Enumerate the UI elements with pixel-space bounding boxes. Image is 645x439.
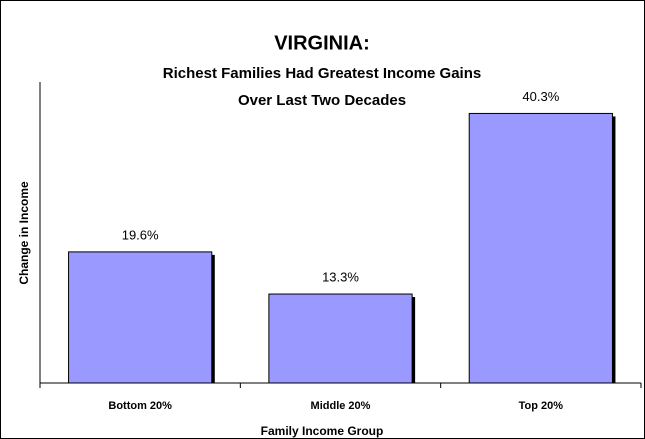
chart-subtitle: Over Last Two Decades [238, 92, 406, 109]
chart-subtitle: Richest Families Had Greatest Income Gai… [163, 65, 481, 82]
data-label: 40.3% [522, 89, 559, 104]
y-axis-label: Change in Income [17, 181, 31, 285]
x-tick-label: Middle 20% [311, 400, 371, 412]
x-tick-label: Bottom 20% [108, 400, 172, 412]
bar [68, 251, 213, 384]
x-axis-label: Family Income Group [261, 424, 384, 438]
x-tick-label: Top 20% [519, 400, 564, 412]
data-label: 19.6% [122, 227, 159, 242]
data-label: 13.3% [322, 269, 359, 284]
bar [468, 112, 613, 384]
bar [268, 293, 413, 384]
chart-title: VIRGINIA: [274, 32, 370, 54]
